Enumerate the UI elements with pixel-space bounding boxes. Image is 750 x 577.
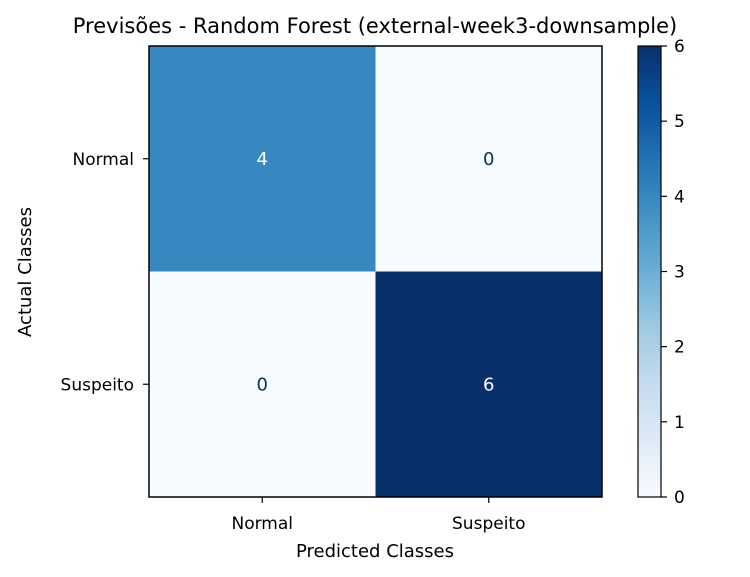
heatmap-cell <box>375 271 602 497</box>
heatmap-cell <box>149 271 376 497</box>
x-tick-label: Normal <box>231 514 293 534</box>
colorbar-tick-label: 1 <box>674 413 685 433</box>
x-axis-ticks: Normal Suspeito <box>231 497 525 534</box>
cell-value-label: 4 <box>257 149 268 170</box>
heatmap-cells: 4 0 0 6 <box>149 46 602 497</box>
colorbar-ticks: 0 1 2 3 4 5 6 <box>661 37 685 508</box>
cell-value-label: 6 <box>483 374 494 395</box>
chart-title: Previsões - Random Forest (external-week… <box>73 14 677 38</box>
y-axis-label: Actual Classes <box>15 207 36 337</box>
cell-value-label: 0 <box>483 149 494 170</box>
colorbar <box>637 45 662 498</box>
y-tick-label: Normal <box>72 150 134 170</box>
heatmap-cell <box>149 46 376 272</box>
colorbar-tick-label: 6 <box>674 37 685 57</box>
colorbar-tick-label: 5 <box>674 112 685 132</box>
x-axis-label: Predicted Classes <box>296 541 454 562</box>
colorbar-tick-label: 0 <box>674 488 685 508</box>
heatmap-cell <box>375 46 602 272</box>
y-axis-ticks: Normal Suspeito <box>61 150 149 395</box>
plot-frame <box>148 45 603 498</box>
y-tick-label: Suspeito <box>61 375 134 395</box>
cell-value-label: 0 <box>257 374 268 395</box>
colorbar-tick-label: 2 <box>674 338 685 358</box>
x-tick-label: Suspeito <box>452 514 525 534</box>
colorbar-tick-label: 3 <box>674 263 685 283</box>
colorbar-tick-label: 4 <box>674 187 685 207</box>
